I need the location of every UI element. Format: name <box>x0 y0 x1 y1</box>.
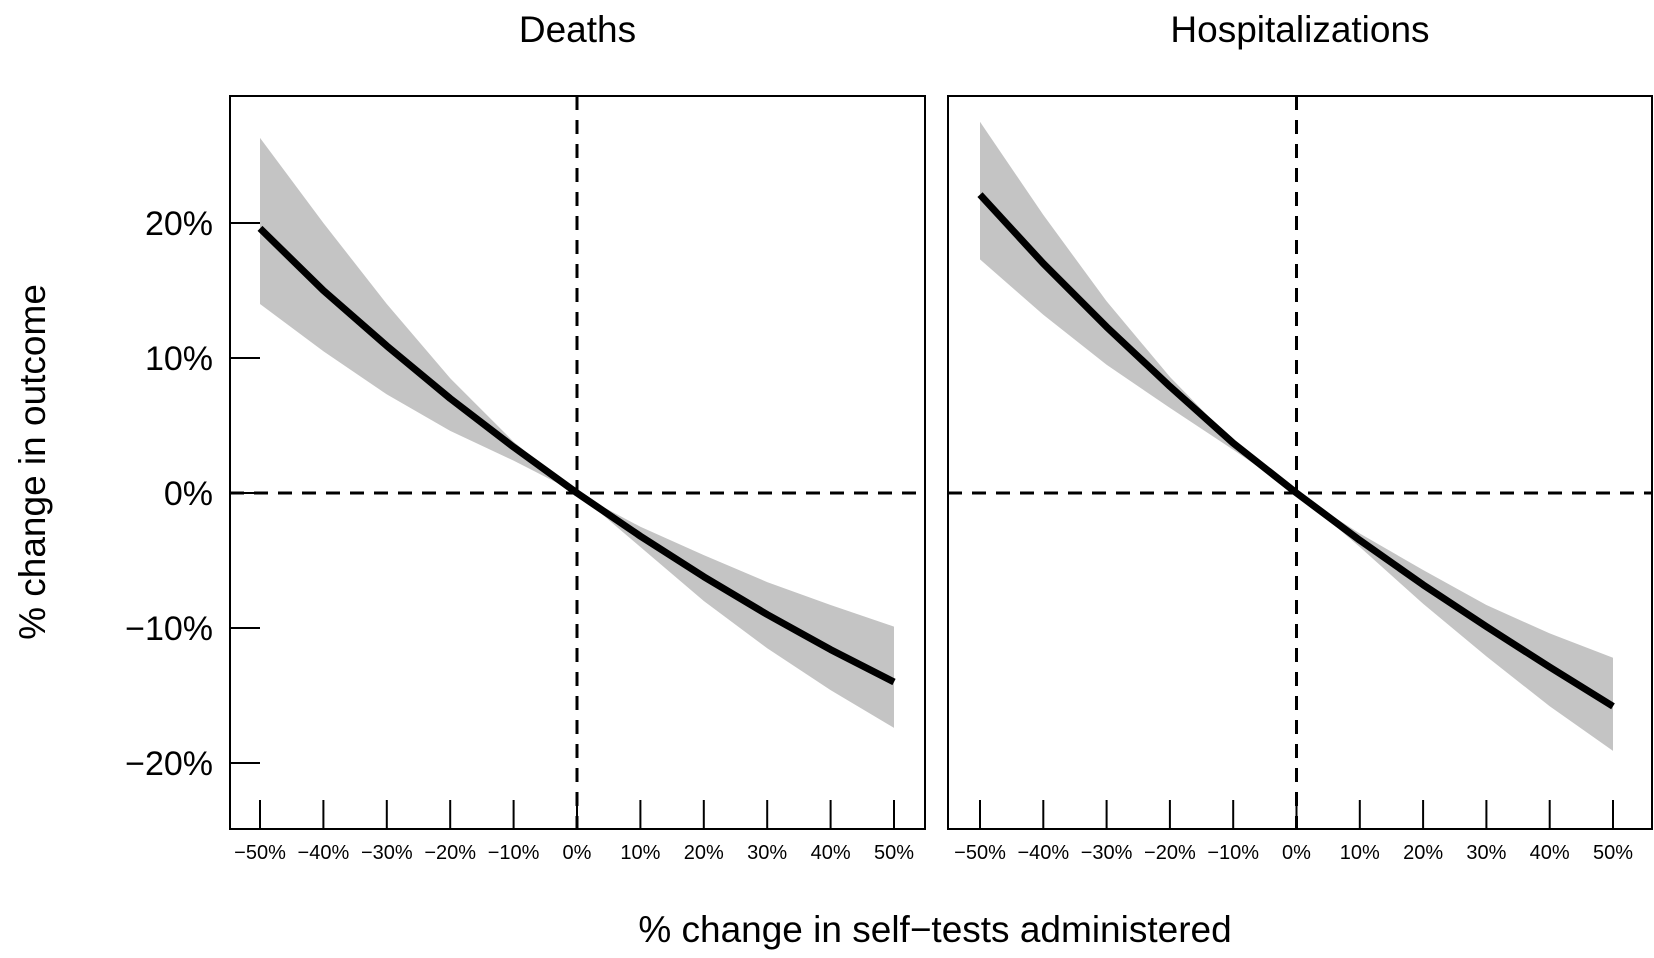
estimate-line-deaths <box>257 225 896 686</box>
x-tick-label: −50% <box>954 842 1006 864</box>
x-tick-label: 40% <box>811 842 851 864</box>
x-tick-label: 50% <box>874 842 914 864</box>
y-tick-label: −10% <box>125 610 213 648</box>
x-tick-label: 40% <box>1530 842 1570 864</box>
panel-title-deaths: Deaths <box>519 9 636 50</box>
x-tick-label: 10% <box>1340 842 1380 864</box>
x-tick-label: −40% <box>1017 842 1069 864</box>
x-tick-label: 10% <box>620 842 660 864</box>
y-tick-label: 20% <box>145 205 213 243</box>
panel-title-hospitalizations: Hospitalizations <box>1170 9 1429 50</box>
y-tick-label: −20% <box>125 745 213 783</box>
y-axis-label: % change in outcome <box>12 284 53 640</box>
x-tick-label: −20% <box>1144 842 1196 864</box>
confidence-band-deaths <box>260 137 894 728</box>
confidence-band-hospitalizations <box>980 121 1613 751</box>
y-axis: 20% 10% 0% −10% −20% <box>125 205 260 783</box>
x-tick-label: 0% <box>563 842 592 864</box>
x-tick-label: −50% <box>234 842 286 864</box>
x-tick-label: −10% <box>488 842 540 864</box>
panel-deaths: Deaths −50% −40% −30% −20% −10% 0% 10% 20% 30% 40%… <box>229 9 926 864</box>
x-tick-label: 0% <box>1282 842 1311 864</box>
x-tick-label: 30% <box>747 842 787 864</box>
x-tick-label: 20% <box>684 842 724 864</box>
x-tick-label: −40% <box>298 842 350 864</box>
plot-frame-hospitalizations <box>947 95 1653 830</box>
y-tick-label: 0% <box>164 475 213 513</box>
x-tick-label: 50% <box>1593 842 1633 864</box>
estimate-line-hospitalizations <box>977 192 1615 710</box>
x-axis-label: % change in self−tests administered <box>638 909 1231 950</box>
x-tick-label: −10% <box>1207 842 1259 864</box>
x-tick-label: −30% <box>1081 842 1133 864</box>
x-tick-label: 30% <box>1466 842 1506 864</box>
panel-hospitalizations: Hospitalizations −50% −40% −30% −20% −10% 0% 10… <box>947 9 1653 864</box>
x-tick-label: −20% <box>424 842 476 864</box>
x-tick-label: −30% <box>361 842 413 864</box>
x-tick-label: 20% <box>1403 842 1443 864</box>
y-tick-label: 10% <box>145 340 213 378</box>
